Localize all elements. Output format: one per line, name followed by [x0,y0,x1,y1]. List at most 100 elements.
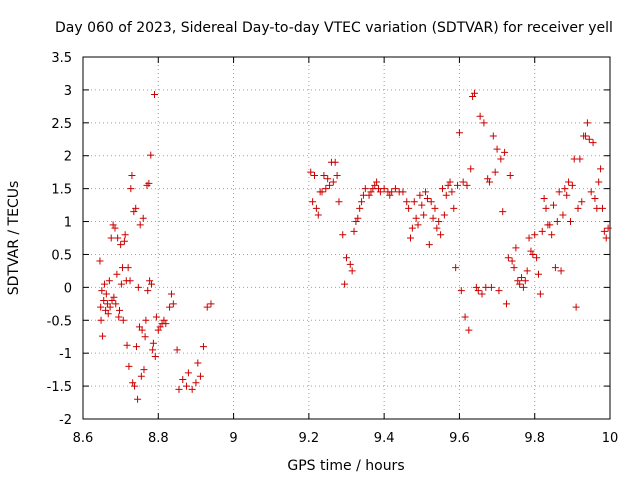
data-point [563,191,571,199]
data-point [486,178,494,186]
data-point [442,191,450,199]
data-point [461,313,469,321]
data-point [98,287,106,295]
data-point [380,185,388,193]
data-point [346,260,354,268]
y-tick-label: -1.5 [47,380,72,395]
data-point [333,171,341,179]
data-point [138,326,146,334]
y-tick-label: 2.5 [51,117,72,132]
x-tick-label: 9.6 [449,431,470,446]
data-point [578,198,586,206]
data-point [452,264,460,272]
data-point [376,188,384,196]
data-point [422,188,430,196]
data-point [184,369,192,377]
data-point [450,204,458,212]
data-point [504,254,512,262]
data-point [151,352,159,360]
data-point [550,201,558,209]
data-point [476,112,484,120]
data-point [597,165,605,173]
data-point [136,221,144,229]
data-point [602,234,610,242]
data-point [437,231,445,239]
data-point [203,303,211,311]
data-point [100,297,108,305]
data-point [329,178,337,186]
data-point [140,366,148,374]
data-point [487,283,495,291]
data-point [199,343,207,351]
data-point [598,204,606,212]
data-point [307,168,315,176]
data-point [192,379,200,387]
data-point [518,273,526,281]
data-point [335,198,343,206]
y-tick-label: 0.5 [51,248,72,263]
data-point [194,359,202,367]
data-point [435,218,443,226]
data-point [536,290,544,298]
data-point [96,257,104,265]
x-tick-label: 9.2 [299,431,320,446]
data-point [341,280,349,288]
data-point [604,224,612,232]
data-point [429,214,437,222]
x-tick-label: 8.8 [148,431,169,446]
data-point [440,211,448,219]
data-point [493,145,501,153]
data-point [414,221,422,229]
y-tick-labels: -2 -1.5 -1 -0.5 0 0.5 1 1.5 2 2.5 3 3.5 [47,51,72,428]
data-point [459,178,467,186]
data-point [120,237,128,245]
data-point [566,218,574,226]
data-point [169,300,177,308]
data-point [582,132,590,140]
data-point [561,185,569,193]
data-point [166,303,174,311]
data-point [149,339,157,347]
data-point [149,346,157,354]
data-point [420,211,428,219]
data-point [489,132,497,140]
data-point [463,181,471,189]
data-point [102,290,110,298]
data-point [115,313,123,321]
data-point [162,320,170,328]
data-point [156,323,164,331]
data-point [108,297,116,305]
data-point [585,135,593,143]
data-point [356,204,364,212]
data-point [388,188,396,196]
data-point [455,129,463,137]
data-point [152,313,160,321]
data-point [113,270,121,278]
data-point [521,277,529,285]
data-point [132,343,140,351]
axis-ticks [82,56,611,420]
data-point [502,300,510,308]
data-point [514,277,522,285]
data-point [141,333,149,341]
data-point [405,204,413,212]
data-point [196,372,204,380]
y-tick-label: 3.5 [51,51,72,66]
chart-title: Day 060 of 2023, Sidereal Day-to-day VTE… [55,20,613,36]
data-point [587,188,595,196]
data-point [97,303,105,311]
data-point [167,290,175,298]
x-tick-label: 9.4 [374,431,395,446]
data-point [131,382,139,390]
data-point [416,191,424,199]
data-point [145,179,153,187]
data-point [188,385,196,393]
data-point [326,181,334,189]
data-point [501,148,509,156]
data-point [160,316,168,324]
data-point [117,280,125,288]
data-point [322,185,330,193]
data-point [119,316,127,324]
data-point [350,227,358,235]
